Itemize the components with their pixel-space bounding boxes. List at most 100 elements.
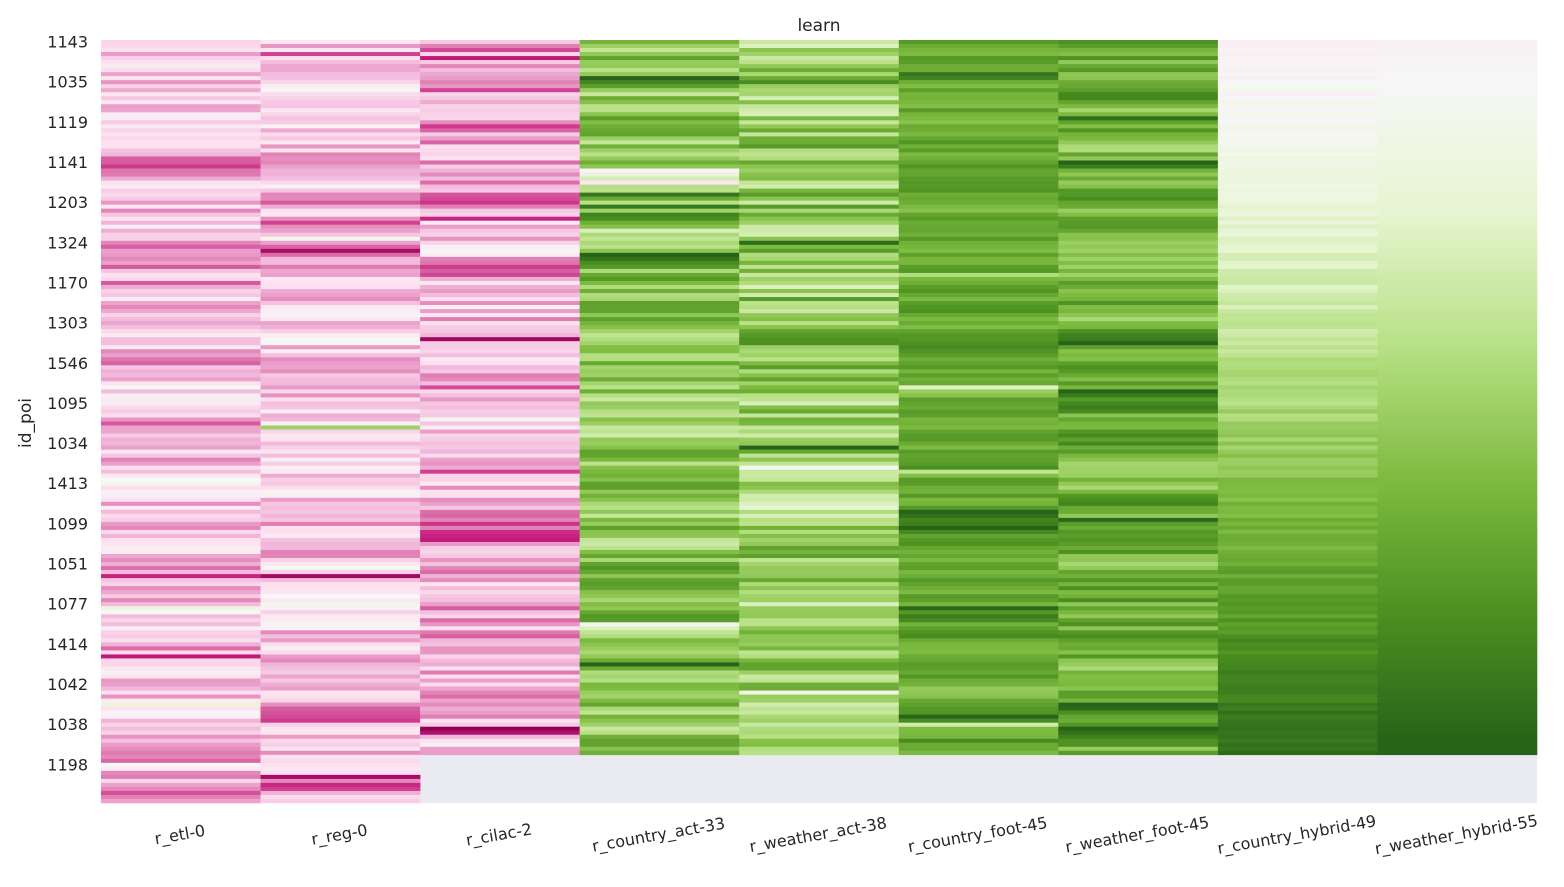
heatmap-cell	[1058, 252, 1219, 258]
heatmap-cell	[579, 132, 740, 137]
heatmap-cell	[739, 730, 900, 736]
heatmap-cell	[1377, 208, 1538, 213]
heatmap-cell	[579, 48, 740, 53]
heatmap-cell	[739, 136, 900, 141]
heatmap-cell	[579, 413, 740, 418]
heatmap-cell	[739, 96, 900, 101]
heatmap-cell	[101, 333, 261, 338]
heatmap-cell	[739, 68, 900, 73]
heatmap-cell	[898, 156, 1059, 161]
heatmap-cell	[420, 610, 580, 615]
heatmap-cell	[1217, 505, 1378, 511]
heatmap-cell	[898, 369, 1059, 374]
heatmap-cell	[101, 373, 261, 378]
heatmap-cell	[898, 586, 1059, 591]
heatmap-cell	[739, 224, 900, 230]
heatmap-cell	[260, 774, 421, 780]
heatmap-cell	[101, 112, 261, 117]
heatmap-cell	[1058, 610, 1219, 615]
heatmap-cell	[420, 505, 580, 511]
heatmap-cell	[1377, 92, 1538, 97]
x-tick-label: r_weather_act-38	[748, 813, 889, 857]
heatmap-cell	[420, 638, 580, 643]
heatmap-cell	[260, 638, 421, 643]
heatmap-cell	[579, 381, 740, 386]
heatmap-cell	[898, 301, 1059, 306]
heatmap-cell	[101, 60, 261, 65]
heatmap-cell	[260, 204, 421, 209]
heatmap-cell	[579, 453, 740, 458]
heatmap-cell	[420, 40, 580, 45]
heatmap-cell	[579, 96, 740, 101]
heatmap-cell	[1058, 301, 1219, 306]
heatmap-cell	[1058, 180, 1219, 185]
heatmap-cell	[420, 618, 580, 623]
heatmap-cell	[1058, 397, 1219, 402]
heatmap-cell	[1058, 280, 1219, 286]
heatmap-cell	[1217, 321, 1378, 326]
heatmap-cell	[898, 212, 1059, 217]
heatmap-cell	[1377, 618, 1538, 623]
heatmap-cell	[898, 417, 1059, 422]
heatmap-cell	[420, 160, 580, 165]
heatmap-cell	[260, 48, 421, 53]
heatmap-cell	[1377, 64, 1538, 69]
heatmap-cell	[101, 582, 261, 587]
heatmap-cell	[101, 746, 261, 752]
heatmap-cell	[739, 421, 900, 426]
heatmap-cell	[1058, 345, 1219, 350]
heatmap-cell	[420, 550, 580, 555]
heatmap-cell	[101, 140, 261, 145]
heatmap-cell	[579, 686, 740, 691]
y-tick-label: 1141	[47, 153, 88, 172]
heatmap-cell	[579, 746, 740, 752]
x-tick-label: r_weather_hybrid-55	[1373, 811, 1539, 859]
y-tick-label: 1099	[47, 514, 88, 533]
y-tick-label: 1095	[47, 394, 88, 413]
heatmap-cell	[898, 280, 1059, 286]
heatmap-cell	[898, 433, 1059, 438]
heatmap-cell	[1217, 638, 1378, 643]
heatmap-cell	[1217, 44, 1378, 49]
heatmap-cell	[420, 586, 580, 591]
heatmap-cell	[898, 112, 1059, 117]
heatmap-cell	[101, 461, 261, 466]
heatmap-cell	[101, 525, 261, 531]
x-tick-label: r_weather_foot-45	[1064, 813, 1211, 858]
heatmap-cell	[1217, 690, 1378, 695]
heatmap-cell	[898, 642, 1059, 647]
heatmap-cell	[420, 96, 580, 101]
heatmap-cell	[579, 541, 740, 547]
heatmap-cell	[101, 44, 261, 49]
heatmap-cell	[1058, 264, 1219, 270]
heatmap-cell	[898, 333, 1059, 338]
heatmap-cell	[420, 722, 580, 727]
heatmap-cell	[1377, 56, 1538, 61]
heatmap-cell	[739, 550, 900, 555]
heatmap-cell	[739, 329, 900, 334]
heatmap-cell	[101, 493, 261, 499]
heatmap-cell	[898, 750, 1059, 756]
heatmap-cell	[1217, 678, 1378, 683]
heatmap-cell	[260, 88, 421, 93]
heatmap-cell	[260, 413, 421, 418]
heatmap-cell	[739, 204, 900, 209]
heatmap-cell	[1217, 116, 1378, 121]
heatmap-cell	[1217, 654, 1378, 659]
heatmap-cell	[579, 425, 740, 430]
x-tick-label: r_country_foot-45	[906, 813, 1049, 857]
heatmap-cell	[1217, 40, 1378, 45]
heatmap-cell	[579, 481, 740, 487]
heatmap-cell	[1058, 208, 1219, 213]
y-tick-label: 1035	[47, 73, 88, 92]
heatmap-cell	[260, 180, 421, 185]
heatmap-cell	[898, 44, 1059, 49]
heatmap-cell	[898, 501, 1059, 507]
heatmap-cell	[420, 321, 580, 326]
heatmap-cell	[1377, 566, 1538, 571]
heatmap-cell	[260, 341, 421, 346]
heatmap-cell	[260, 108, 421, 113]
heatmap-cell	[260, 646, 421, 651]
heatmap-cell	[101, 417, 261, 422]
heatmap-cell	[739, 626, 900, 631]
